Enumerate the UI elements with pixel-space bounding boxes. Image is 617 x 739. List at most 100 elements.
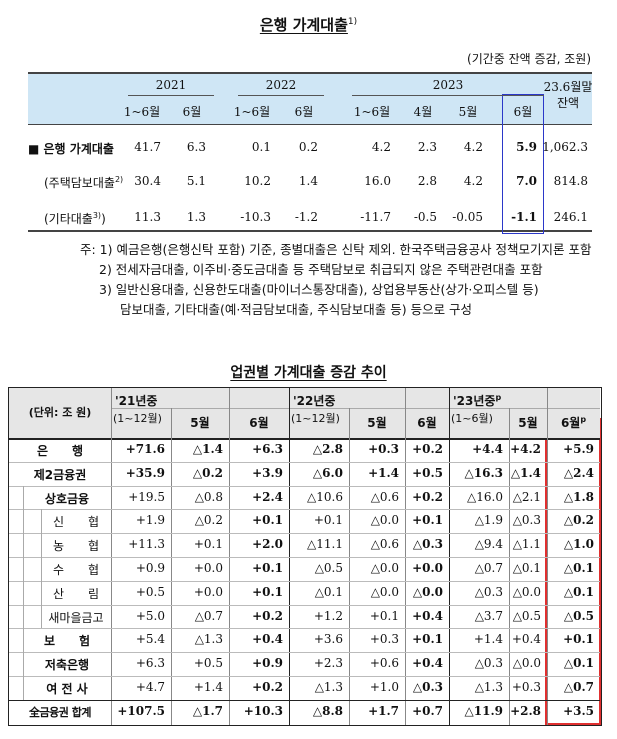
table1-value: 30.4: [134, 174, 161, 188]
row-label: (주택담보대출2): [44, 175, 124, 190]
row-label-note: 2): [114, 175, 124, 184]
table2-value: +0.0: [193, 561, 223, 575]
unit-label: (단위: 조 원): [28, 406, 92, 419]
table2-value: +10.3: [243, 703, 283, 718]
table1-value: -1.2: [294, 210, 318, 224]
group-subheader: (1~12월): [291, 412, 340, 425]
table1-value: 11.3: [134, 210, 161, 224]
table2-value: △0.7: [563, 680, 594, 694]
table2-value: △0.2: [192, 465, 223, 480]
table2-title: 업권별 가계대출 증감 추이: [0, 362, 617, 382]
table2-value: △1.4: [510, 465, 541, 480]
table2-value: +0.9: [135, 561, 165, 575]
table2-value: +2.8: [510, 703, 541, 718]
sector-loan-table: (단위: 조 원) '21년중 (1~12월) 5월 6월 '22년중 (1~12월) 5월 6…: [8, 387, 602, 726]
table2-value: △0.6: [370, 537, 399, 552]
row-label: 제2금융권: [33, 467, 87, 482]
table1-value: -0.5: [413, 210, 437, 224]
table1-value: 16.0: [364, 174, 391, 188]
row-label-note: 3): [92, 211, 102, 220]
header-rule: [9, 438, 600, 440]
table1-value: -11.7: [360, 210, 391, 224]
table2-value: △0.3: [512, 513, 541, 528]
month-header-note: p: [580, 415, 587, 424]
table2-value: △1.3: [314, 680, 343, 694]
table2-value: +4.7: [135, 680, 165, 694]
column-rule: [349, 408, 350, 725]
table2-value: +71.6: [125, 442, 165, 456]
table2-value: +1.4: [473, 632, 503, 647]
table2-value: △0.6: [370, 489, 399, 504]
table2-value: +11.3: [128, 537, 165, 552]
table1-value: 41.7: [134, 140, 161, 154]
table2-value: +2.4: [252, 489, 283, 504]
month-header: 6월: [417, 416, 437, 430]
table1-value: 4.2: [371, 140, 391, 154]
table2-value: +0.2: [412, 442, 443, 456]
month-header: 5월: [190, 416, 210, 430]
table2-value: △0.3: [474, 656, 503, 671]
table1-value: 7.0: [516, 174, 537, 188]
table2-value: △0.2: [563, 513, 594, 528]
table1-title-note: 1): [347, 17, 358, 27]
table1-unit: (기간중 잔액 증감, 조원): [467, 52, 591, 66]
row-rule: [9, 461, 600, 463]
column-rule: [289, 388, 290, 725]
june-highlight-box: [502, 94, 544, 234]
table1-value: 5.1: [186, 174, 206, 188]
table2-value: +2.0: [252, 537, 283, 552]
row-label: 산 림: [52, 586, 100, 601]
row-rule: [9, 699, 600, 701]
row-label: (기타대출3)): [44, 211, 106, 226]
table2-value: +0.4: [412, 656, 443, 671]
row-label: ■ 은행 가계대출: [28, 142, 114, 156]
footnote-3: 3) 일반신용대출, 신용한도대출(마이너스통장대출), 상업용부동산(상가·오…: [99, 282, 539, 297]
table2-value: △0.1: [563, 584, 594, 599]
column-rule: [229, 388, 230, 725]
table2-value: +1.4: [368, 465, 399, 480]
table2-value: △1.3: [474, 680, 503, 694]
group-header: '22년중: [293, 394, 336, 408]
table1-top-rule: [28, 72, 592, 74]
group-subheader: (1~6월): [451, 412, 493, 425]
table2-value: △1.8: [563, 489, 594, 504]
table1-value: -1.1: [511, 210, 537, 224]
table1-value: 4.2: [463, 140, 483, 154]
period-header: 5월: [458, 105, 478, 119]
table2-value: △2.8: [312, 442, 343, 456]
table2-value: +0.0: [412, 561, 443, 575]
table2-value: +5.0: [135, 608, 165, 623]
table2-value: +3.9: [252, 465, 283, 480]
group-header: '23년중p: [453, 393, 502, 408]
row-rule: [9, 580, 600, 582]
table2-value: +107.5: [117, 703, 165, 718]
footnote-2: 2) 전세자금대출, 이주비·중도금대출 등 주택담보로 취급되지 않은 주택관…: [99, 262, 543, 277]
row-rule: [9, 485, 600, 487]
year-header: 2023: [432, 78, 464, 92]
header-mid-rule: [111, 408, 600, 409]
table2-value: △1.3: [194, 632, 223, 647]
table2-value: +35.9: [125, 465, 165, 480]
table2-value: △1.7: [192, 703, 223, 718]
table2-value: +0.1: [412, 632, 443, 647]
table2-value: +1.4: [193, 680, 223, 694]
table2-value: +1.0: [369, 680, 399, 694]
period-header: 1~6월: [353, 105, 391, 119]
table1-value: 0.1: [251, 140, 271, 154]
table2-value: +1.2: [313, 608, 343, 623]
table2-value: △0.0: [512, 584, 541, 599]
table2-value: △16.3: [464, 465, 503, 480]
table2-value: △2.4: [563, 465, 594, 480]
table1-value: 5.9: [516, 140, 537, 154]
group-header-note: p: [495, 393, 502, 402]
row-rule: [9, 509, 600, 511]
table1-value: 2.3: [417, 140, 437, 154]
table2-value: +0.1: [252, 513, 283, 528]
table1-bottom-rule: [28, 230, 592, 232]
table2-value: +3.5: [563, 703, 594, 718]
table2-value: +5.9: [563, 442, 594, 456]
row-label: 저축은행: [44, 658, 90, 673]
table2-value: +0.5: [193, 656, 223, 671]
table2-value: +0.1: [369, 608, 399, 623]
table2-value: △0.1: [563, 656, 594, 671]
